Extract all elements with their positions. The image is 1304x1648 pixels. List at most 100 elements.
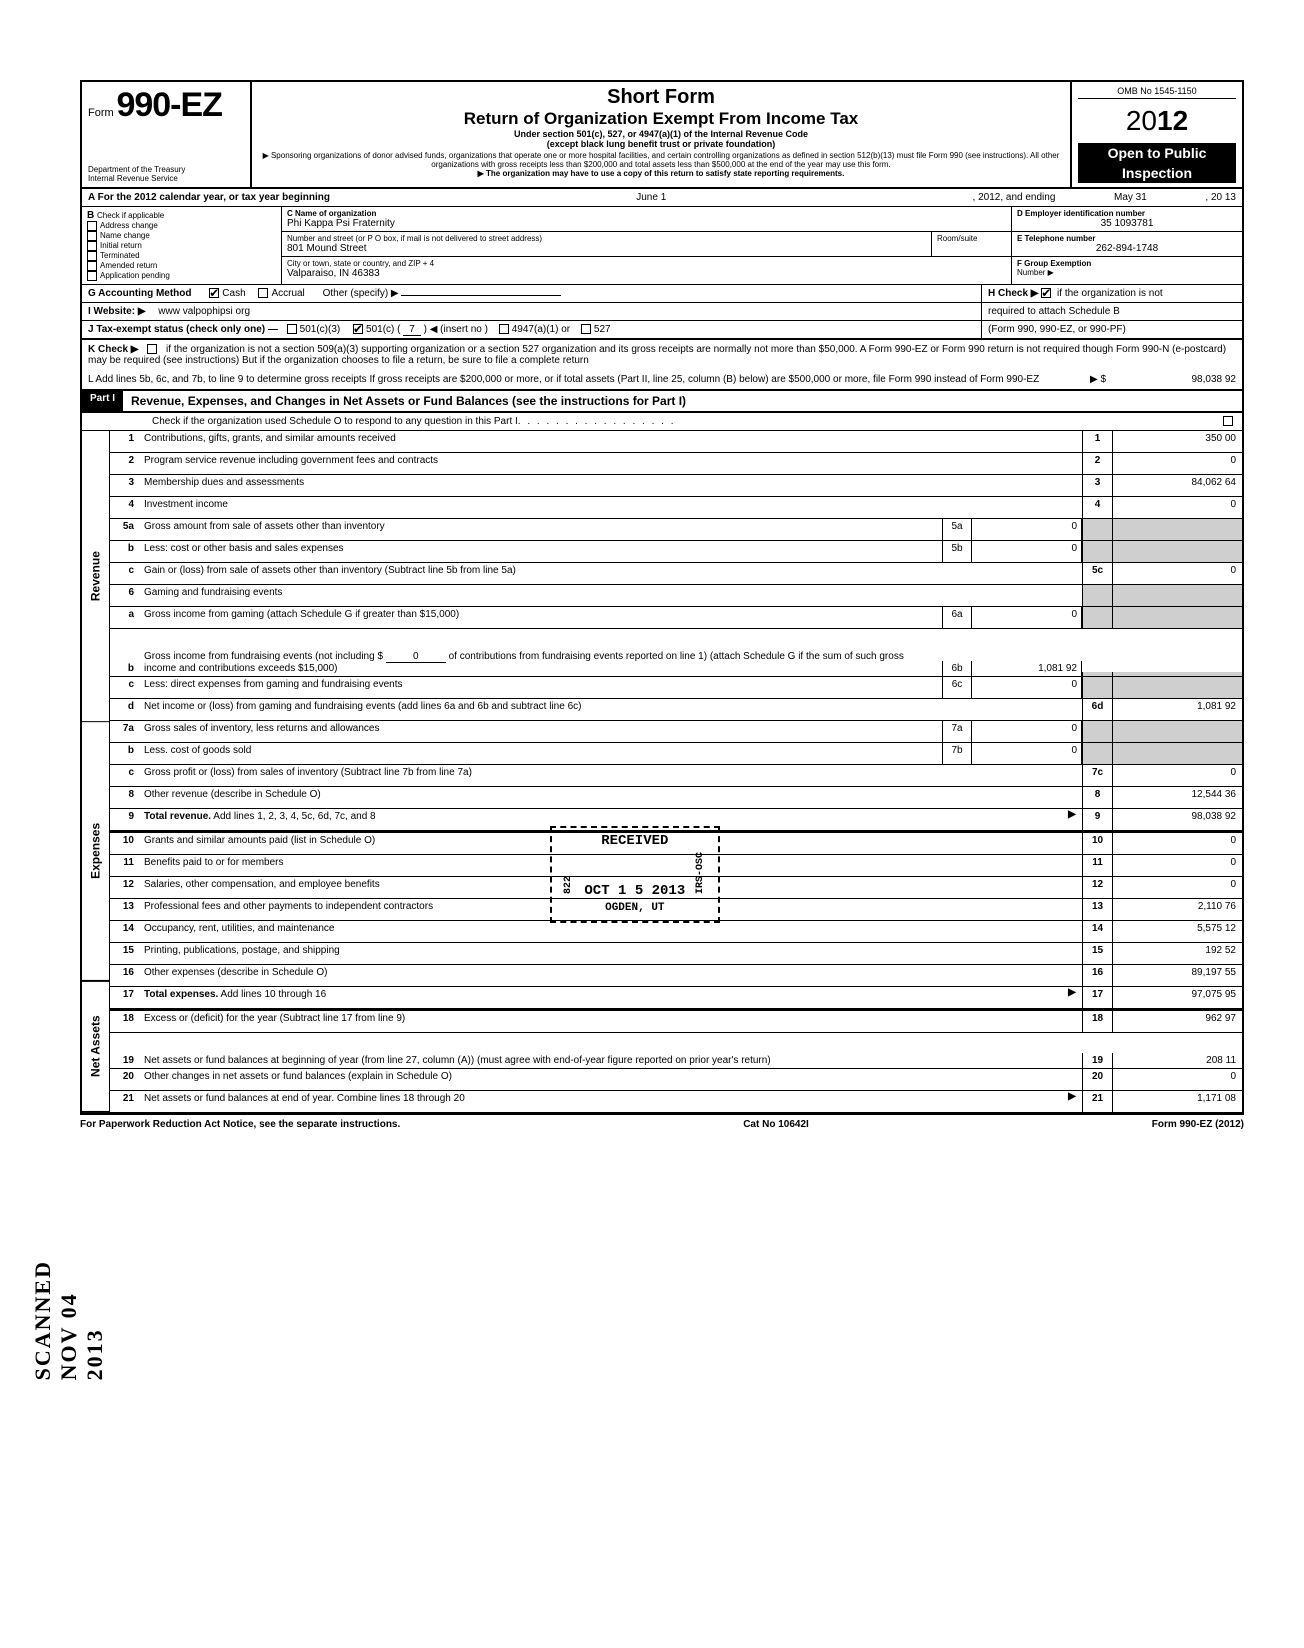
- amount-value: 0: [1112, 765, 1242, 786]
- line-desc: Less: direct expenses from gaming and fu…: [140, 677, 942, 698]
- table-row: 19Net assets or fund balances at beginni…: [110, 1033, 1242, 1069]
- row-j: J Tax-exempt status (check only one) — 5…: [80, 321, 1244, 340]
- part1-body: Revenue Expenses Net Assets RECEIVED 822…: [80, 431, 1244, 1113]
- amount-line-no: 20: [1082, 1069, 1112, 1090]
- cb-initial[interactable]: [87, 241, 97, 251]
- l-arrow: ▶ $: [1046, 374, 1106, 385]
- line-desc: Other changes in net assets or fund bala…: [140, 1069, 1082, 1090]
- amount-value: 0: [1112, 877, 1242, 898]
- line-desc: Gross income from gaming (attach Schedul…: [140, 607, 942, 628]
- amount-value: 97,075 95: [1112, 987, 1242, 1008]
- cb-pending[interactable]: [87, 271, 97, 281]
- table-row: 3Membership dues and assessments384,062 …: [110, 475, 1242, 497]
- gray: [1112, 721, 1242, 742]
- line-desc: Other revenue (describe in Schedule O): [140, 787, 1082, 808]
- row-i: I Website: ▶ www valpophipsi org require…: [80, 303, 1244, 321]
- line-desc: Less. cost of goods sold: [140, 743, 942, 764]
- form-header: Form 990-EZ Department of the Treasury I…: [80, 80, 1244, 189]
- j-cins: ) ◀ (insert no ): [424, 324, 488, 335]
- arrow-icon: ▶: [1062, 987, 1082, 1008]
- line-desc: Program service revenue including govern…: [140, 453, 1082, 474]
- a-end2: , 20 13: [1205, 192, 1236, 203]
- dots: [518, 416, 676, 427]
- part1-title: Revenue, Expenses, and Changes in Net As…: [123, 391, 694, 411]
- cb-name-change[interactable]: [87, 231, 97, 241]
- section-c: C Name of organization Phi Kappa Psi Fra…: [282, 207, 1012, 284]
- j-c: 501(c) (: [366, 324, 400, 335]
- amount-line-no: 1: [1082, 431, 1112, 452]
- cb-terminated[interactable]: [87, 251, 97, 261]
- cb-address-change[interactable]: [87, 221, 97, 231]
- line-number: 7a: [110, 721, 140, 742]
- table-row: cGross profit or (loss) from sales of in…: [110, 765, 1242, 787]
- amount-line-no: 10: [1082, 833, 1112, 854]
- g-label: G Accounting Method: [88, 288, 192, 299]
- line-number: 18: [110, 1011, 140, 1032]
- cb-527[interactable]: [581, 324, 591, 334]
- form-label: Form: [88, 107, 114, 119]
- stamp-irsosc: IRS-OSC: [694, 852, 708, 894]
- line-number: 12: [110, 877, 140, 898]
- short-form-title: Short Form: [262, 86, 1060, 109]
- cb-amended[interactable]: [87, 261, 97, 271]
- line-number: 17: [110, 987, 140, 1008]
- table-row: 21Net assets or fund balances at end of …: [110, 1091, 1242, 1113]
- amount-line-no: 17: [1082, 987, 1112, 1008]
- cb-accrual[interactable]: [258, 288, 268, 298]
- inner-line-val: 1,081 92: [972, 661, 1082, 676]
- room-label: Room/suite: [937, 234, 1006, 243]
- amount-value: 89,197 55: [1112, 965, 1242, 986]
- gray: [1082, 607, 1112, 628]
- table-row: aGross income from gaming (attach Schedu…: [110, 607, 1242, 629]
- cb-scho[interactable]: [1223, 416, 1233, 426]
- cb-h[interactable]: [1041, 288, 1051, 298]
- amount-line-no: 19: [1082, 1053, 1112, 1068]
- e-label: E Telephone number: [1017, 234, 1237, 243]
- line-desc: Total expenses. Add lines 10 through 16: [140, 987, 1062, 1008]
- line-number: 16: [110, 965, 140, 986]
- line-number: b: [110, 743, 140, 764]
- line-desc: Contributions, gifts, grants, and simila…: [140, 431, 1082, 452]
- amount-line-no: 9: [1082, 809, 1112, 830]
- line-number: 8: [110, 787, 140, 808]
- amount-value: 1,081 92: [1112, 699, 1242, 720]
- form-number: 990-EZ: [116, 86, 222, 124]
- part1-scho-row: Check if the organization used Schedule …: [80, 413, 1244, 431]
- amount-line-no: 21: [1082, 1091, 1112, 1112]
- f-label2: Number ▶: [1017, 268, 1237, 277]
- g-other: Other (specify) ▶: [323, 288, 399, 299]
- cb-501c[interactable]: [353, 324, 363, 334]
- cb-501c3[interactable]: [287, 324, 297, 334]
- table-row: 7aGross sales of inventory, less returns…: [110, 721, 1242, 743]
- amount-value: 84,062 64: [1112, 475, 1242, 496]
- cb-4947[interactable]: [499, 324, 509, 334]
- line-number: a: [110, 607, 140, 628]
- line-number: 20: [110, 1069, 140, 1090]
- part1-scho: Check if the organization used Schedule …: [152, 416, 518, 427]
- amount-line-no: 18: [1082, 1011, 1112, 1032]
- return-title: Return of Organization Exempt From Incom…: [262, 109, 1060, 129]
- net-lines: 18Excess or (deficit) for the year (Subt…: [110, 1009, 1242, 1113]
- amount-line-no: 3: [1082, 475, 1112, 496]
- year-bold: 12: [1157, 105, 1188, 136]
- line-number: c: [110, 563, 140, 584]
- cb-cash[interactable]: [209, 288, 219, 298]
- amount-line-no: 12: [1082, 877, 1112, 898]
- amount-value: 350 00: [1112, 431, 1242, 452]
- sub1: Under section 501(c), 527, or 4947(a)(1)…: [262, 129, 1060, 139]
- table-row: 6Gaming and fundraising events: [110, 585, 1242, 607]
- line-desc: Gross income from fundraising events (no…: [140, 649, 942, 676]
- inner-line-no: 5b: [942, 541, 972, 562]
- arrow-icon: ▶: [1062, 1091, 1082, 1112]
- amount-line-no: 16: [1082, 965, 1112, 986]
- side-revenue: Revenue: [82, 431, 109, 722]
- stamp-ogden: OGDEN, UT: [562, 901, 708, 916]
- lines-container: RECEIVED 822 OCT 1 5 2013 IRS-OSC OGDEN,…: [110, 431, 1242, 1113]
- cb-k[interactable]: [147, 344, 157, 354]
- amount-value: 0: [1112, 497, 1242, 518]
- line-desc: Gain or (loss) from sale of assets other…: [140, 563, 1082, 584]
- line-desc: Printing, publications, postage, and shi…: [140, 943, 1082, 964]
- gray: [1082, 519, 1112, 540]
- table-row: cLess: direct expenses from gaming and f…: [110, 677, 1242, 699]
- table-row: 8Other revenue (describe in Schedule O)8…: [110, 787, 1242, 809]
